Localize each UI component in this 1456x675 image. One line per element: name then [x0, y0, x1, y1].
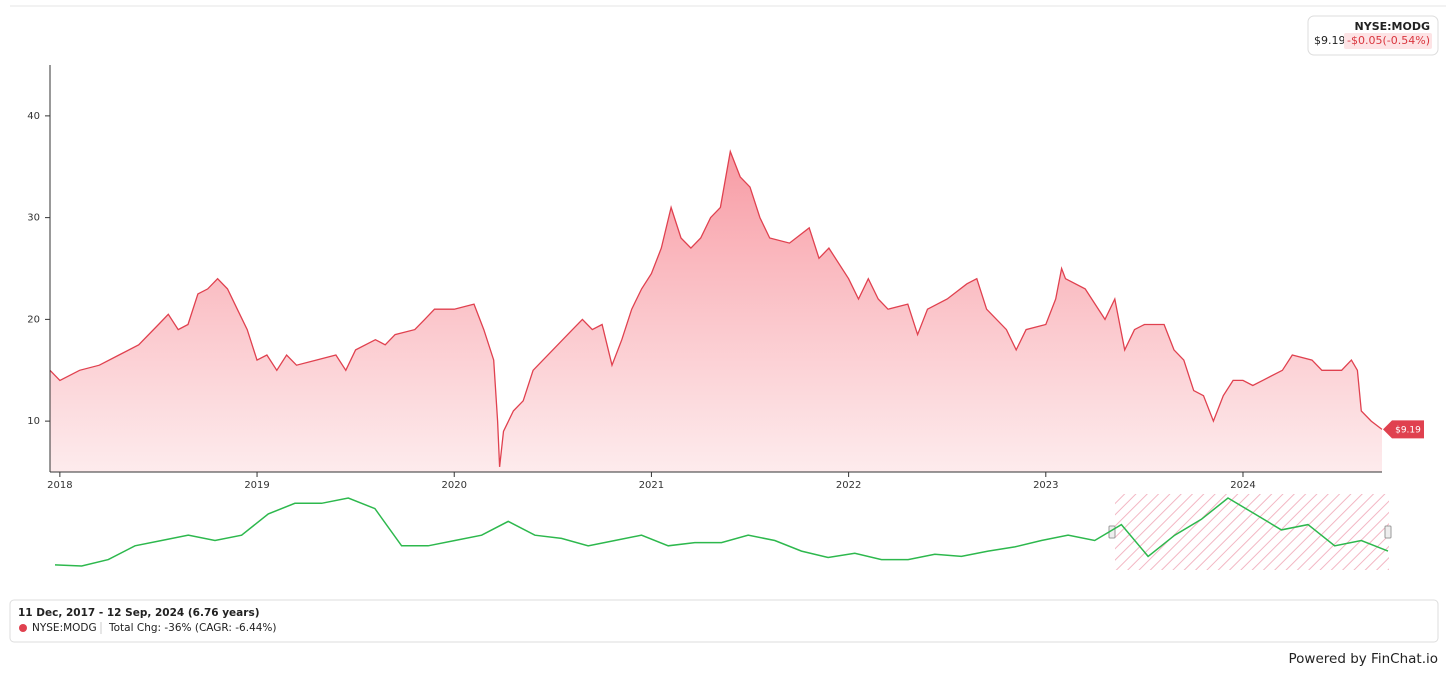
y-tick-label: 30: [27, 213, 40, 224]
x-tick-label: 2020: [442, 480, 467, 491]
footer: Powered by FinChat.io: [1289, 651, 1438, 667]
price-tag-label: $9.19: [1395, 425, 1421, 435]
navigator-handle[interactable]: [1384, 525, 1392, 539]
price-tag: [1383, 420, 1424, 439]
quote-change: -$0.05(-0.54%): [1347, 34, 1430, 47]
y-tick-label: 20: [27, 314, 40, 325]
quote-ticker: NYSE:MODG: [1355, 20, 1430, 33]
summary-box: [9, 599, 1439, 643]
x-tick-label: 2021: [639, 480, 664, 491]
x-tick-label: 2018: [47, 480, 72, 491]
summary-change: Total Chg: -36% (CAGR: -6.44%): [108, 622, 277, 634]
price-line: [49, 149, 1383, 467]
quote-change-bg: [1344, 33, 1432, 49]
summary-ticker: NYSE:MODG: [32, 622, 97, 634]
summary-range: 11 Dec, 2017 - 12 Sep, 2024 (6.76 years): [18, 607, 260, 619]
x-tick-label: 2024: [1230, 480, 1255, 491]
summary-dot: [19, 624, 27, 632]
navigator-line: [54, 497, 1389, 567]
quote-price: $9.19: [1314, 34, 1346, 47]
y-tick-label: 10: [27, 416, 40, 427]
area: [50, 151, 1382, 472]
x-tick-label: 2023: [1033, 480, 1058, 491]
x-tick-label: 2019: [244, 480, 269, 491]
y-tick-label: 40: [27, 111, 40, 122]
x-tick-label: 2022: [836, 480, 861, 491]
navigator-selection[interactable]: [1115, 494, 1389, 570]
